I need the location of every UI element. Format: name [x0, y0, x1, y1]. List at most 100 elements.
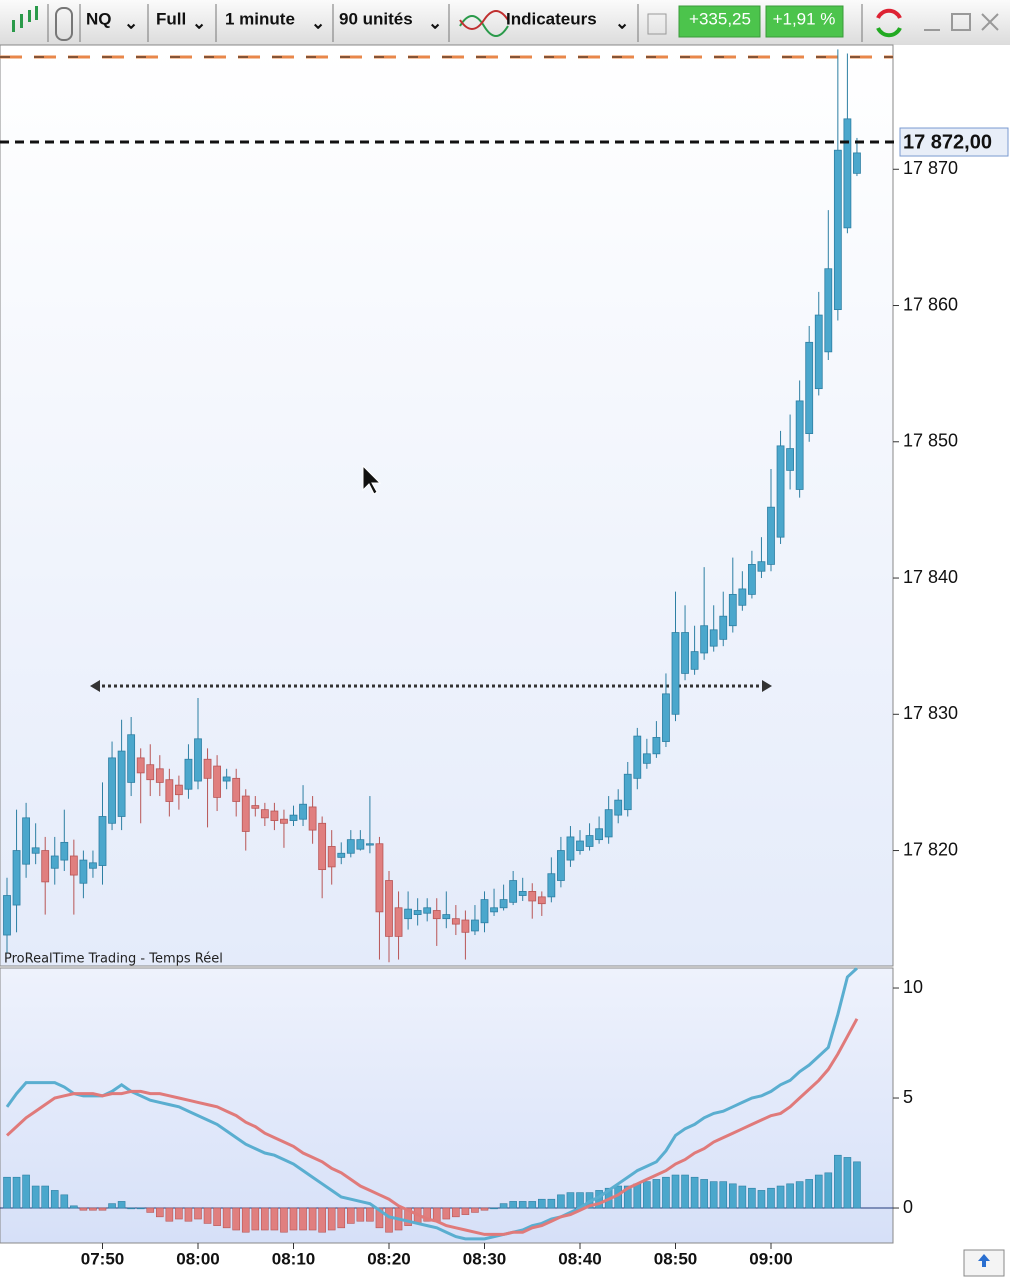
candle-body: [795, 400, 804, 490]
x-tick-label: 08:50: [654, 1249, 697, 1268]
candle-body: [41, 850, 50, 883]
candle-body: [700, 625, 709, 654]
candle-body: [50, 855, 59, 869]
histogram-bar: [60, 1194, 69, 1209]
histogram-bar: [748, 1187, 756, 1209]
histogram-bar: [471, 1207, 479, 1213]
candle-body: [432, 910, 441, 920]
histogram-bar: [767, 1187, 775, 1209]
histogram-bar: [499, 1203, 508, 1209]
candle-body: [690, 651, 699, 670]
histogram-bar: [117, 1201, 126, 1209]
candle-body: [642, 753, 651, 764]
histogram-bar: [136, 1207, 145, 1210]
histogram-bar: [404, 1207, 412, 1226]
last-price-box: [899, 127, 1009, 157]
candle-body: [289, 814, 298, 821]
candle-body: [98, 816, 107, 866]
histogram-bar: [509, 1201, 517, 1209]
candle-body: [108, 757, 116, 824]
histogram-bar: [12, 1176, 21, 1209]
toolbar-icons: [47, 4, 999, 42]
candle-body: [738, 588, 747, 606]
candle-body: [270, 810, 279, 821]
candle-body: [136, 757, 145, 774]
histogram-bar: [728, 1183, 737, 1209]
histogram-bar: [490, 1207, 498, 1210]
candle-body: [671, 632, 680, 715]
histogram-bar: [337, 1207, 346, 1229]
histogram-bar: [853, 1161, 861, 1209]
histogram-bar: [528, 1201, 537, 1209]
histogram-bar: [270, 1207, 279, 1231]
dropdown-arrow[interactable]: ⌄: [428, 13, 442, 32]
dropdown-arrow[interactable]: ⌄: [124, 13, 138, 32]
histogram-bar: [652, 1179, 661, 1209]
units-dropdown[interactable]: 90 unités: [339, 9, 413, 28]
histogram-bar: [814, 1174, 823, 1209]
dropdown-arrow[interactable]: ⌄: [615, 13, 629, 32]
candle-body: [365, 843, 374, 846]
candle-body: [748, 564, 756, 595]
histogram-bar: [194, 1207, 202, 1220]
candle-body: [471, 919, 479, 932]
candle-body: [232, 777, 241, 802]
candle-body: [241, 795, 250, 832]
interval-dropdown[interactable]: 1 minute: [225, 9, 295, 28]
candle-body: [327, 846, 336, 868]
candle-body: [423, 907, 432, 914]
candle-body: [194, 738, 202, 782]
candle-body: [566, 836, 575, 861]
candle-body: [184, 758, 193, 790]
histogram-bar: [3, 1176, 11, 1209]
candle-body: [146, 764, 155, 781]
dropdown-arrow[interactable]: ⌄: [192, 13, 206, 32]
histogram-bar: [318, 1207, 326, 1233]
candle-body: [490, 907, 498, 913]
histogram-bar: [346, 1207, 355, 1224]
histogram-bar: [232, 1207, 240, 1231]
candle-body: [824, 268, 833, 353]
candle-body: [767, 506, 775, 565]
indicators-button[interactable]: Indicateurs: [506, 9, 597, 28]
candle-body: [595, 828, 603, 841]
candle-body: [499, 899, 508, 909]
y-tick-label: 17 840: [903, 567, 958, 587]
candle-body: [165, 779, 174, 802]
histogram-bar: [452, 1207, 460, 1218]
mode-dropdown[interactable]: Full: [156, 9, 186, 28]
change-points: +335,25: [689, 9, 751, 28]
scroll-icon: [978, 1254, 990, 1267]
histogram-bar: [537, 1198, 546, 1209]
dropdown-arrow[interactable]: ⌄: [311, 13, 325, 32]
candle-body: [662, 693, 670, 742]
candle-body: [127, 734, 136, 783]
candle-body: [480, 899, 489, 924]
x-tick-label: 07:50: [81, 1249, 124, 1268]
x-tick-label: 08:10: [272, 1249, 315, 1268]
candle-body: [260, 809, 269, 819]
candle-body: [60, 841, 69, 861]
histogram-bar: [79, 1207, 88, 1211]
candle-body: [461, 919, 470, 933]
watermark: ProRealTime Trading - Temps Réel: [4, 952, 223, 967]
y-tick-label: 17 850: [903, 431, 958, 451]
candle-body: [604, 809, 613, 838]
histogram-bar: [366, 1207, 374, 1222]
histogram-bar: [824, 1172, 833, 1209]
y-tick-label: 0: [903, 1197, 913, 1217]
histogram-bar: [709, 1181, 718, 1209]
histogram-bar: [308, 1207, 317, 1231]
histogram-bar: [261, 1207, 269, 1231]
change-badge: [765, 5, 844, 38]
symbol-dropdown[interactable]: NQ: [86, 9, 112, 28]
histogram-bar: [662, 1176, 670, 1209]
toolbar: [0, 0, 1010, 45]
y-tick-label: 17 830: [903, 703, 958, 723]
histogram-bar: [700, 1179, 708, 1209]
histogram-bar: [795, 1181, 804, 1209]
change-badge: [678, 5, 761, 38]
candle-body: [12, 850, 21, 906]
histogram-bar: [671, 1174, 680, 1209]
candle-body: [776, 445, 785, 538]
